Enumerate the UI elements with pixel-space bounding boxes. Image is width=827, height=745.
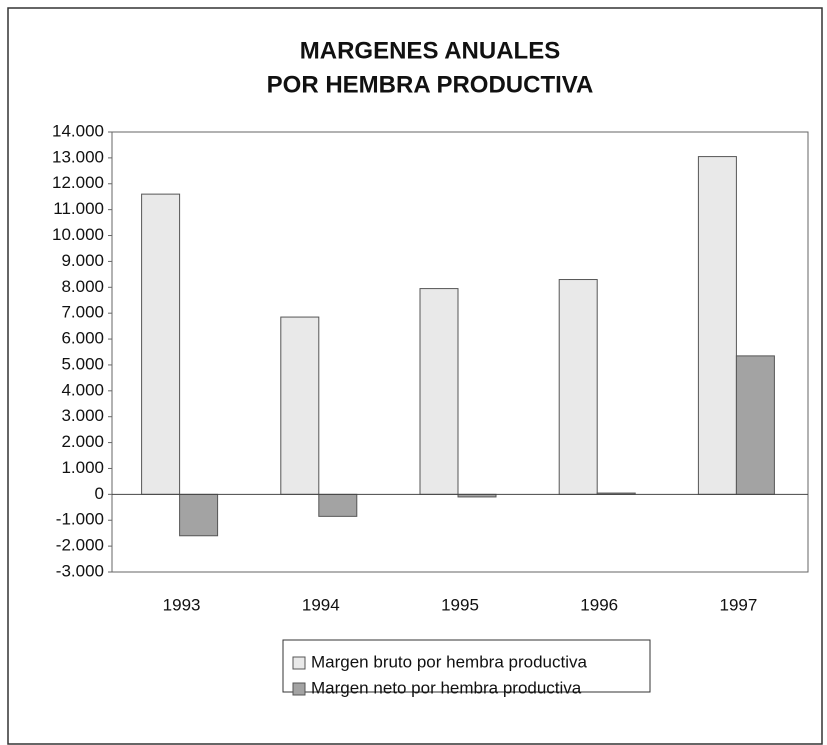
y-tick-label: 14.000 [52,121,104,140]
y-tick-label: 5.000 [61,354,104,373]
legend [282,639,651,693]
y-tick-label: 10.000 [52,225,104,244]
legend-swatch [292,656,306,670]
bar [697,156,737,495]
bar [419,288,459,495]
y-tick-label: -2.000 [56,536,104,555]
legend-swatch [292,682,306,696]
x-tick-label: 1997 [719,595,757,614]
bar [735,355,775,495]
y-tick-label: 6.000 [61,329,104,348]
frame [7,7,823,745]
x-tick-label: 1993 [163,595,201,614]
y-tick-label: 11.000 [53,199,104,218]
y-tick-label: 3.000 [61,406,104,425]
legend-label: Margen neto por hembra productiva [311,678,582,697]
plot-area [111,131,809,573]
bar [318,493,358,517]
y-tick-label: 8.000 [61,277,104,296]
y-tick-label: 12.000 [52,173,104,192]
legend-label: Margen bruto por hembra productiva [311,652,587,671]
y-tick-label: 4.000 [61,380,104,399]
y-tick-label: 7.000 [61,303,104,322]
bar [141,193,181,495]
bar [558,279,598,495]
y-tick-label: 2.000 [61,432,104,451]
bar [179,493,219,537]
y-tick-label: 1.000 [61,458,104,477]
chart-title: MARGENES ANUALES [300,37,560,64]
y-tick-label: 13.000 [52,147,104,166]
x-tick-label: 1995 [441,595,479,614]
x-tick-label: 1996 [580,595,618,614]
y-tick-label: 0 [95,484,104,503]
y-tick-label: -3.000 [56,561,104,580]
y-tick-label: 9.000 [61,251,104,270]
y-tick-label: -1.000 [56,510,104,529]
bar [280,316,320,495]
chart-title: POR HEMBRA PRODUCTIVA [267,71,594,98]
x-tick-label: 1994 [302,595,340,614]
